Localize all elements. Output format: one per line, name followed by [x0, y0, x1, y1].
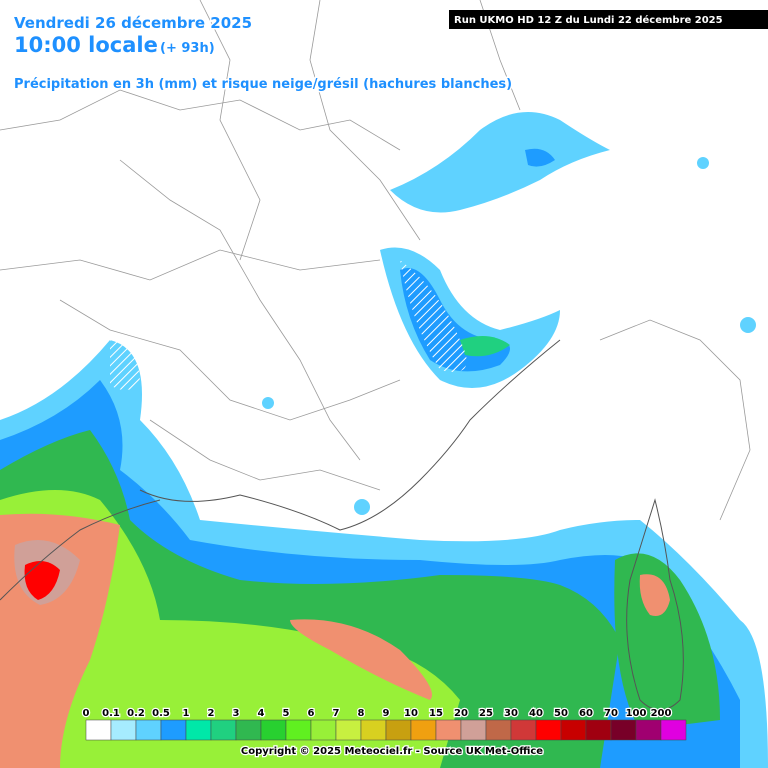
legend-label: 0.5 [152, 708, 170, 719]
subtitle: Précipitation en 3h (mm) et risque neige… [14, 77, 512, 92]
legend-swatch [85, 719, 112, 741]
legend-label: 20 [454, 708, 468, 719]
legend-swatch [460, 719, 487, 741]
legend-swatch [135, 719, 162, 741]
legend-swatch [160, 719, 187, 741]
legend-label: 25 [479, 708, 493, 719]
time: 10:00 locale [14, 33, 158, 57]
legend-swatch [660, 719, 687, 741]
legend-swatch [410, 719, 437, 741]
legend-label: 0.2 [127, 708, 145, 719]
legend-label: 3 [233, 708, 240, 719]
legend-swatch [385, 719, 412, 741]
legend-swatch [285, 719, 312, 741]
run-box [449, 10, 768, 29]
borders [0, 0, 751, 711]
legend-label: 9 [383, 708, 390, 719]
legend-label: 5 [283, 708, 290, 719]
offset: (+ 93h) [160, 41, 215, 56]
legend-label: 8 [358, 708, 365, 719]
legend-swatch [260, 719, 287, 741]
legend-label: 10 [404, 708, 418, 719]
legend-label: 0 [83, 708, 90, 719]
legend-swatch [235, 719, 262, 741]
legend-swatch [635, 719, 662, 741]
legend-swatch [510, 719, 537, 741]
legend-label: 1 [183, 708, 190, 719]
legend-swatch [485, 719, 512, 741]
legend-label: 7 [333, 708, 340, 719]
legend-label: 6 [308, 708, 315, 719]
run: Run UKMO HD 12 Z du Lundi 22 décembre 20… [454, 14, 723, 26]
copyright: Copyright © 2025 Meteociel.fr - Source U… [241, 746, 543, 757]
legend-swatch [210, 719, 237, 741]
legend-label: 60 [579, 708, 593, 719]
date: Vendredi 26 décembre 2025 [14, 14, 252, 32]
legend-label: 15 [429, 708, 443, 719]
legend-label: 70 [604, 708, 618, 719]
legend-swatch [185, 719, 212, 741]
legend-swatch [335, 719, 362, 741]
legend-swatch [360, 719, 387, 741]
legend-label: 30 [504, 708, 518, 719]
legend-swatch [535, 719, 562, 741]
legend-swatch [560, 719, 587, 741]
legend-label: 200 [651, 708, 672, 719]
legend-swatch [610, 719, 637, 741]
legend-swatch [110, 719, 137, 741]
legend-label: 50 [554, 708, 568, 719]
legend-label: 4 [258, 708, 265, 719]
precipitation [0, 112, 768, 768]
legend-swatch [585, 719, 612, 741]
legend-label: 0.1 [102, 708, 120, 719]
legend-label: 40 [529, 708, 543, 719]
legend-swatch [435, 719, 462, 741]
legend: 0 0.1 0.2 0.5 1 2 3 4 5 6 7 8 9 10 15 20 25 30 40 50 60 70 100… [81, 707, 687, 741]
legend-label: 100 [626, 708, 647, 719]
legend-swatch [310, 719, 337, 741]
legend-label: 2 [208, 708, 215, 719]
